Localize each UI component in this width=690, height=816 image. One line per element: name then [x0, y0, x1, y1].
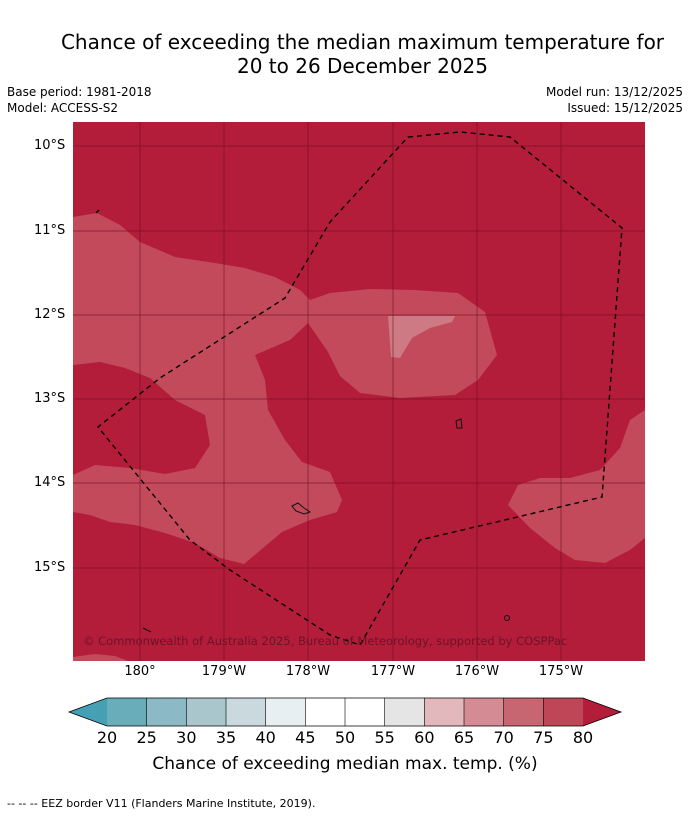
- lon-label-175w: 175°W: [538, 664, 584, 679]
- colorbar-under-arrow: [69, 698, 107, 726]
- island-upolu: [291, 502, 312, 515]
- colorbar-tick-label: 65: [453, 728, 475, 747]
- colorbar-tick-label: 50: [334, 728, 356, 747]
- lon-label-178w: 178°W: [285, 664, 331, 679]
- lon-label-179w: 179°W: [201, 664, 247, 679]
- colorbar-segment: [543, 698, 584, 726]
- map-title: Chance of exceeding the median maximum t…: [40, 30, 685, 78]
- colorbar-segment: [464, 698, 505, 726]
- lat-label-10s: 10°S: [34, 138, 66, 153]
- lon-label-176w: 176°W: [454, 664, 500, 679]
- issued-date: Issued: 15/12/2025: [567, 101, 683, 115]
- band-75-sw-corner: [73, 654, 128, 661]
- island-tiny-south: [504, 615, 510, 621]
- eez-border: [97, 131, 623, 646]
- colorbar-segment: [107, 698, 148, 726]
- lat-label-13s: 13°S: [34, 391, 66, 406]
- title-line-2: 20 to 26 December 2025: [236, 54, 488, 78]
- colorbar-tick-label: 45: [295, 728, 316, 747]
- band-75-west: [73, 213, 497, 564]
- lon-label-177w: 177°W: [370, 664, 416, 679]
- colorbar-tick-label: 25: [136, 728, 157, 747]
- meta-right: Model run: 13/12/2025 Issued: 15/12/2025: [546, 84, 683, 116]
- copyright-notice: © Commonwealth of Australia 2025, Bureau…: [83, 634, 568, 648]
- colorbar-tick-label: 30: [176, 728, 197, 747]
- colorbar-segment: [226, 698, 267, 726]
- colorbar-tick-label: 20: [96, 728, 118, 747]
- colorbar-tick-label: 80: [572, 728, 594, 747]
- island-small-east: [455, 418, 463, 429]
- islands: [142, 418, 510, 633]
- title-line-1: Chance of exceeding the median maximum t…: [60, 30, 665, 54]
- base-period: Base period: 1981-2018: [7, 85, 152, 99]
- colorbar-segment: [265, 698, 306, 726]
- colorbar-segment: [384, 698, 425, 726]
- colorbar-tick-label: 40: [255, 728, 276, 747]
- colorbar-tick-label: 60: [414, 728, 435, 747]
- colorbar-segment: [305, 698, 346, 726]
- colorbar-segment: [345, 698, 386, 726]
- colorbar-outline: [67, 697, 623, 727]
- band-75-east: [508, 410, 645, 563]
- lat-label-15s: 15°S: [34, 560, 66, 575]
- island-southwest: [142, 627, 152, 633]
- graticule: [73, 122, 645, 661]
- meta-left: Base period: 1981-2018 Model: ACCESS-S2: [7, 84, 152, 116]
- colorbar-segment: [503, 698, 544, 726]
- colorbar-segment: [186, 698, 227, 726]
- colorbar-tick-label: 70: [493, 728, 514, 747]
- lat-label-14s: 14°S: [34, 475, 66, 490]
- colorbar-tick-label: 75: [533, 728, 554, 747]
- model-run: Model run: 13/12/2025: [545, 85, 683, 99]
- lat-label-12s: 12°S: [34, 307, 66, 322]
- colorbar-segment: [424, 698, 465, 726]
- colorbar: [67, 697, 623, 727]
- colorbar-label: Chance of exceeding median max. temp. (%…: [152, 754, 538, 774]
- colorbar-tick-label: 35: [215, 728, 237, 747]
- lat-label-11s: 11°S: [34, 223, 66, 238]
- colorbar-tick-label: 55: [374, 728, 395, 747]
- colorbar-over-arrow: [583, 698, 621, 726]
- lon-label-180: 180°: [124, 664, 156, 679]
- eez-border-remnant: [95, 209, 100, 214]
- eez-legend-footer: -- -- -- EEZ border V11 (Flanders Marine…: [7, 797, 316, 810]
- model-name: Model: ACCESS-S2: [7, 101, 119, 115]
- band-70-patch: [388, 316, 455, 358]
- colorbar-segment: [146, 698, 187, 726]
